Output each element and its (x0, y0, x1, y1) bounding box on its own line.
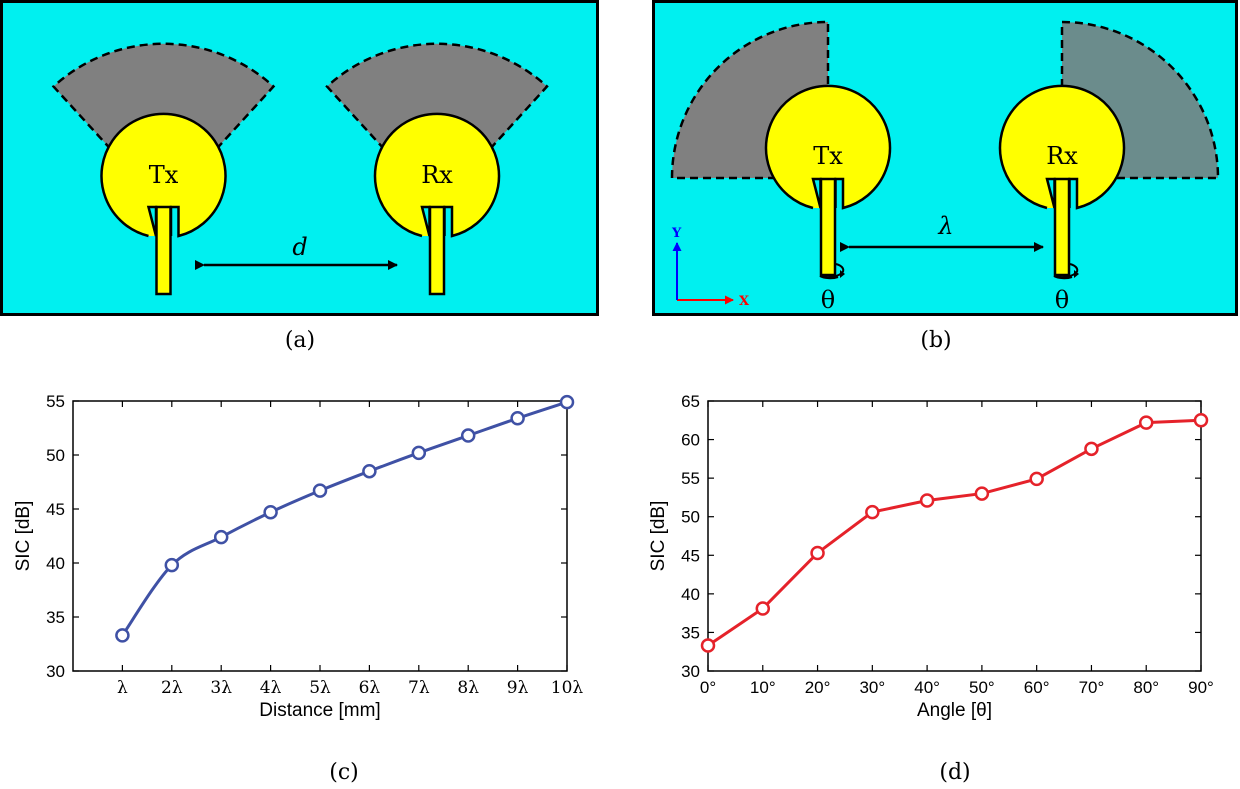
data-point (263, 504, 278, 520)
x-tick-label: λ (117, 678, 128, 698)
x-tick-label: 90° (1188, 678, 1214, 697)
rx-antenna: Rx (373, 112, 501, 296)
caption-a: (a) (285, 328, 315, 353)
y-tick-label: 35 (46, 608, 65, 627)
panel-a-background (0, 0, 599, 316)
y-tick-label: 40 (46, 554, 65, 573)
data-point (1029, 471, 1044, 487)
x-axis-label: Angle [θ] (917, 700, 992, 721)
series-line (121, 400, 568, 637)
data-point (974, 486, 990, 501)
y-tick-label: 30 (46, 662, 65, 681)
data-point (1138, 415, 1154, 430)
rx-antenna: Rx (998, 84, 1126, 277)
caption-c: (c) (329, 760, 359, 785)
x-tick-label: 80° (1133, 678, 1159, 697)
y-tick-label: 55 (46, 392, 65, 411)
data-point (1084, 441, 1099, 457)
panel-a: Tx Rx d (0, 0, 599, 316)
x-tick-label: 10° (750, 678, 776, 697)
data-point (312, 483, 328, 498)
x-tick-label: 50° (969, 678, 995, 697)
tx-label: Tx (813, 142, 843, 170)
x-tick-label: 6λ (359, 678, 381, 698)
x-tick-label: 40° (914, 678, 940, 697)
y-tick-label: 30 (681, 662, 700, 681)
data-point (810, 545, 825, 561)
x-tick-label: 0° (700, 678, 716, 697)
y-tick-label: 40 (681, 585, 700, 604)
x-tick-label: 30° (859, 678, 885, 697)
data-point (755, 601, 771, 616)
x-tick-label: 10λ (551, 678, 584, 698)
tx-antenna: Tx (100, 112, 227, 296)
data-point (115, 628, 130, 643)
y-tick-label: 50 (681, 508, 700, 527)
y-tick-label: 35 (681, 623, 700, 642)
caption-b: (b) (920, 328, 951, 353)
x-tick-label: 20° (805, 678, 831, 697)
plot-frame (707, 400, 1202, 672)
data-point (559, 394, 575, 410)
series-line (707, 418, 1202, 647)
caption-d: (d) (939, 760, 970, 785)
x-tick-label: 60° (1024, 678, 1050, 697)
x-tick-label: 9λ (507, 678, 529, 698)
y-tick-label: 45 (46, 500, 65, 519)
x-tick-label: 5λ (309, 678, 331, 698)
tx-antenna: Tx (764, 84, 892, 277)
data-point (164, 557, 180, 573)
x-axis-label: Distance [mm] (259, 700, 380, 721)
data-point (213, 529, 229, 545)
y-axis-label: SIC [dB] (648, 501, 669, 572)
y-axis-label: Y (671, 226, 682, 241)
chart-c: 30 35 40 45 50 55 λ 2λ 3λ 4λ 5λ 6λ 7λ 8λ 9λ 10λ Distance… (13, 392, 583, 721)
y-axis-label: SIC [dB] (13, 501, 34, 572)
x-tick-label: 3λ (210, 678, 232, 698)
rx-label: Rx (421, 161, 453, 189)
data-point (1193, 413, 1209, 428)
data-point (362, 463, 377, 479)
data-point (411, 445, 427, 461)
y-tick-label: 45 (681, 546, 700, 565)
tx-label: Tx (149, 161, 179, 189)
distance-label: d (292, 233, 307, 261)
x-tick-label: 70° (1079, 678, 1105, 697)
x-tick-label: 4λ (260, 678, 282, 698)
y-tick-label: 60 (681, 431, 700, 450)
data-point (460, 428, 476, 443)
y-tick-label: 55 (681, 469, 700, 488)
chart-d: 30 35 40 45 50 55 60 65 0° 10° 20° 30° 40° 50° 60° 70° 8… (648, 392, 1214, 721)
data-point (700, 638, 716, 653)
rx-rotation-icon (1053, 263, 1079, 280)
y-tick-label: 50 (46, 446, 65, 465)
tx-rotation-label: θ (821, 286, 835, 314)
x-tick-label: 2λ (161, 678, 183, 698)
distance-label: λ (937, 212, 953, 240)
x-tick-label: 8λ (457, 678, 479, 698)
tx-rotation-icon (819, 263, 845, 280)
data-point (510, 411, 525, 426)
x-axis-label: X (739, 294, 750, 309)
plot-frame (72, 400, 568, 672)
data-point (865, 504, 880, 520)
data-point (919, 493, 935, 508)
panel-b: Tx Rx θ θ λ X Y (652, 0, 1238, 316)
y-tick-label: 65 (681, 392, 700, 411)
rx-rotation-label: θ (1055, 286, 1069, 314)
x-tick-label: 7λ (408, 678, 430, 698)
rx-label: Rx (1046, 142, 1078, 170)
